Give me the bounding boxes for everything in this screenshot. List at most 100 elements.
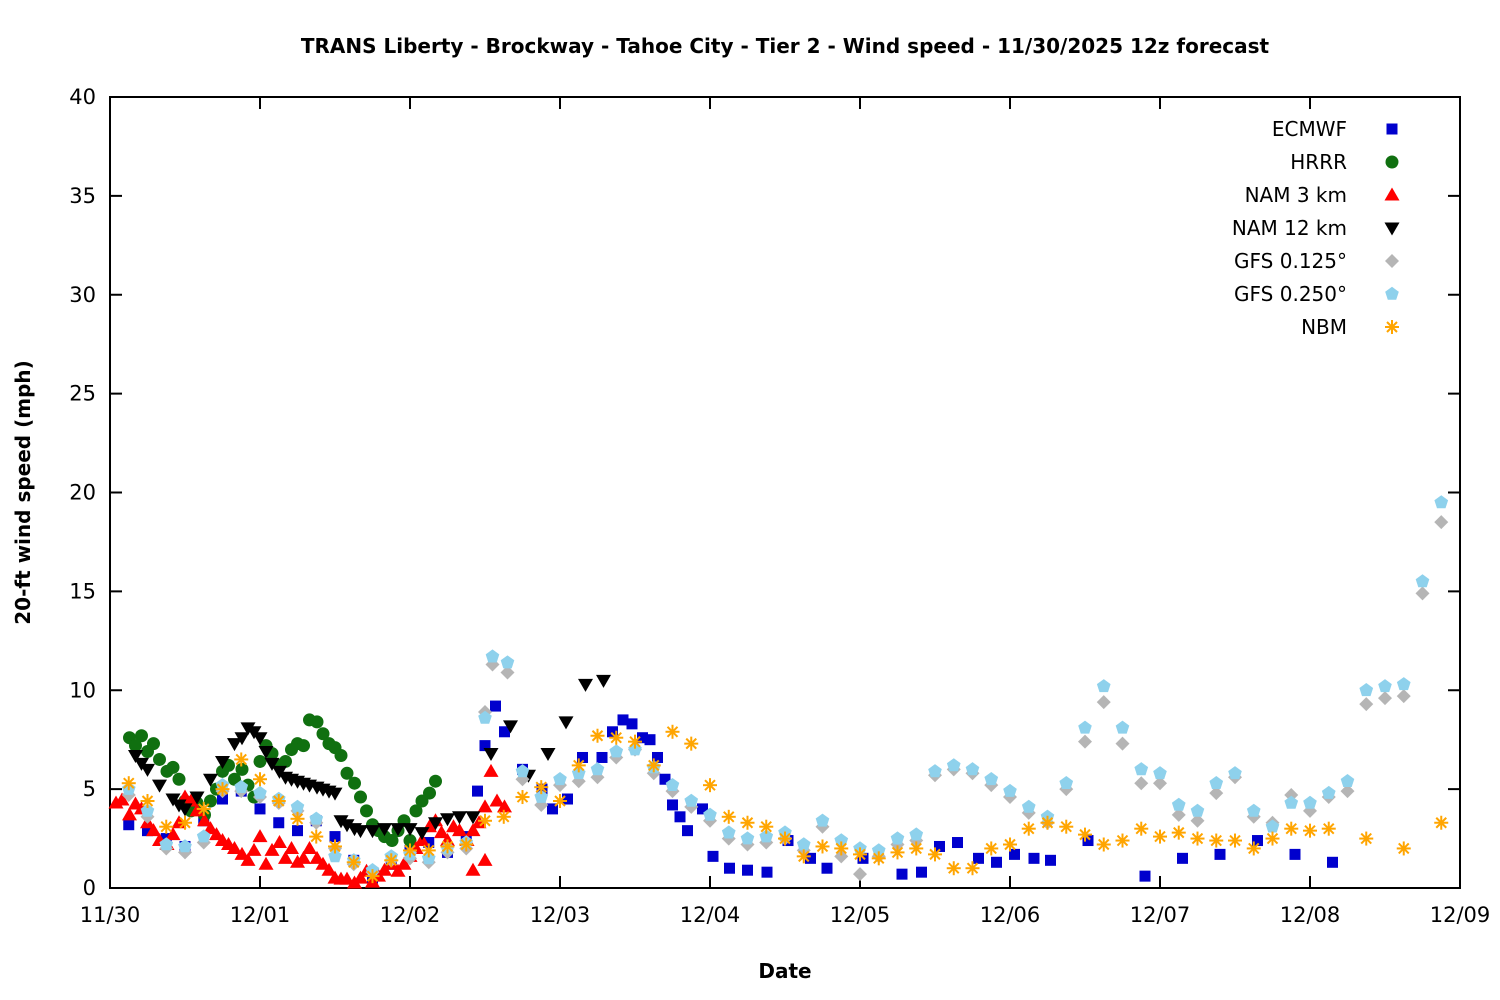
point-gfs-0250 — [500, 655, 515, 669]
asterisk-stroke — [1154, 830, 1166, 843]
point-hrrr — [354, 790, 367, 804]
point-gfs-0250 — [1415, 574, 1430, 588]
point-nam-3km — [240, 852, 256, 866]
point-nbm — [159, 819, 174, 834]
asterisk-stroke — [479, 815, 491, 827]
asterisk-stroke — [1210, 834, 1222, 847]
point-nam-3km — [353, 870, 368, 884]
asterisk-stroke — [1116, 834, 1129, 847]
asterisk-stroke — [1135, 822, 1147, 835]
asterisk-stroke — [741, 817, 754, 829]
asterisk-stroke — [723, 811, 735, 823]
asterisk-stroke — [460, 838, 472, 851]
asterisk-stroke — [516, 791, 529, 803]
point-nam-12km — [264, 757, 280, 771]
legend-label-nam-12km: NAM 12 km — [1232, 216, 1347, 240]
point-ecmwf — [547, 803, 558, 815]
asterisk-stroke — [404, 844, 416, 857]
point-ecmwf — [626, 718, 638, 730]
point-nbm — [1359, 831, 1374, 846]
point-gfs-0250 — [909, 827, 924, 841]
asterisk-stroke — [929, 848, 941, 861]
point-nam-3km — [477, 799, 493, 813]
x-tick-label: 12/03 — [530, 903, 591, 927]
x-tick-label: 12/08 — [1280, 903, 1341, 927]
point-nbm — [909, 841, 924, 856]
point-gfs-0250 — [534, 789, 549, 803]
asterisk-stroke — [554, 795, 566, 807]
point-ecmwf — [142, 825, 153, 837]
point-gfs-0250 — [721, 825, 736, 839]
asterisk-stroke — [966, 862, 979, 874]
y-tick-label: 20 — [69, 481, 96, 505]
point-gfs-0125 — [1209, 786, 1224, 801]
point-nam-12km — [428, 817, 443, 831]
asterisk-stroke — [1060, 820, 1072, 833]
asterisk-stroke — [273, 795, 285, 807]
asterisk-stroke — [779, 832, 791, 845]
point-ecmwf — [724, 862, 735, 874]
point-gfs-0250 — [590, 762, 605, 776]
point-nbm — [796, 849, 811, 864]
asterisk-stroke — [291, 813, 304, 825]
legend-label-nbm: NBM — [1301, 315, 1347, 339]
y-axis-title: 20-ft wind speed (mph) — [11, 360, 35, 625]
x-tick-label: 12/02 — [380, 903, 441, 927]
asterisk-stroke — [816, 840, 829, 853]
point-gfs-0250 — [1209, 776, 1224, 789]
point-hrrr — [129, 739, 142, 753]
point-nam-3km — [114, 792, 130, 806]
point-gfs-0250 — [478, 710, 492, 724]
point-nam-12km — [353, 825, 368, 839]
point-nbm — [178, 815, 192, 830]
point-ecmwf — [707, 850, 719, 862]
point-nbm — [609, 730, 624, 745]
point-gfs-0250 — [290, 799, 305, 813]
point-ecmwf — [682, 825, 693, 837]
point-nbm — [721, 809, 736, 824]
asterisk-stroke — [948, 862, 960, 874]
point-nam-3km — [465, 823, 481, 837]
asterisk-stroke — [854, 848, 866, 861]
point-ecmwf — [973, 852, 984, 864]
x-tick-label: 12/06 — [980, 903, 1041, 927]
point-nbm — [1396, 841, 1411, 856]
point-ecmwf — [1139, 870, 1151, 882]
asterisk-stroke — [1079, 828, 1091, 841]
asterisk-stroke — [198, 803, 210, 815]
point-gfs-0250 — [1003, 783, 1017, 797]
asterisk-stroke — [891, 846, 904, 859]
asterisk-stroke — [1323, 822, 1335, 835]
point-ecmwf — [761, 866, 773, 878]
point-gfs-0250 — [703, 807, 717, 821]
point-gfs-0250 — [684, 793, 699, 807]
point-gfs-0125 — [1359, 697, 1374, 712]
point-nam-12km — [440, 813, 455, 827]
point-nbm — [1303, 823, 1317, 838]
point-hrrr — [385, 834, 399, 848]
point-nbm — [271, 793, 286, 808]
point-ecmwf — [479, 740, 491, 752]
asterisk-stroke — [704, 779, 716, 791]
legend-marker-nbm — [1385, 320, 1399, 334]
asterisk-stroke — [1285, 822, 1297, 835]
asterisk-stroke — [591, 730, 604, 742]
point-nam-3km — [489, 793, 505, 807]
point-nam-3km — [165, 827, 181, 841]
point-nam-3km — [302, 840, 317, 854]
y-tick-label: 25 — [69, 382, 96, 406]
point-gfs-0125 — [1078, 734, 1092, 749]
point-nam-3km — [377, 862, 392, 876]
point-gfs-0125 — [1378, 691, 1392, 706]
asterisk-stroke — [235, 753, 247, 766]
point-nbm — [1003, 837, 1017, 852]
asterisk-stroke — [1386, 321, 1398, 333]
chart-title: TRANS Liberty - Brockway - Tahoe City - … — [300, 34, 1270, 58]
point-nbm — [871, 851, 886, 866]
series-nam-12km — [128, 674, 611, 841]
point-nam-12km — [365, 825, 380, 839]
point-nbm — [290, 811, 305, 826]
legend-item-gfs-0125: GFS 0.125° — [1234, 249, 1399, 273]
